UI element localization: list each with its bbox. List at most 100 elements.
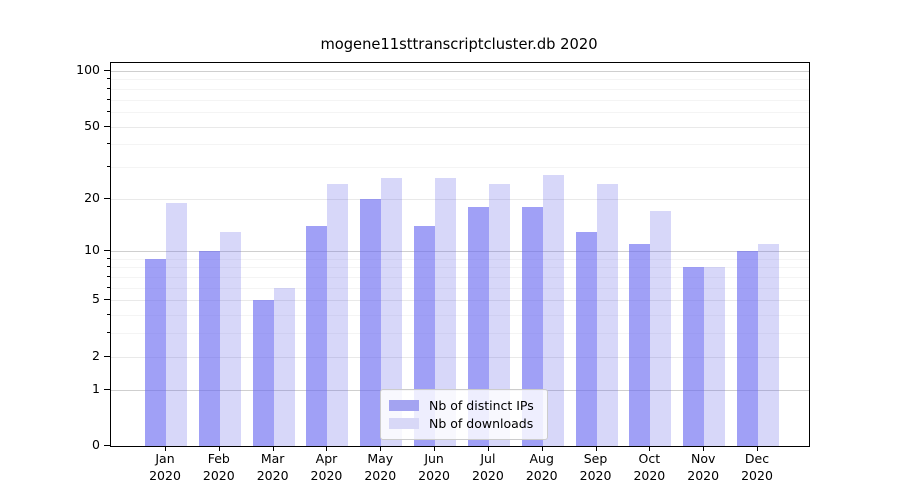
x-tick-label-jan: Jan 2020 xyxy=(149,451,181,483)
x-tick-label-may: May 2020 xyxy=(364,451,397,483)
y-tick-label-1: 1 xyxy=(92,380,100,396)
y-tick-label-50: 50 xyxy=(84,117,100,133)
legend-label-nb-of-distinct-ips: Nb of distinct IPs xyxy=(429,398,534,413)
bar-nb-of-downloads-mar xyxy=(273,287,295,446)
gridline-2 xyxy=(111,356,809,358)
y-tick-minor-4 xyxy=(107,314,110,316)
x-tick-jan xyxy=(165,446,166,451)
gridline-50 xyxy=(111,126,809,128)
y-tick-20 xyxy=(104,197,110,199)
y-tick-minor-70 xyxy=(107,98,110,100)
y-tick-minor-30 xyxy=(107,165,110,167)
bar-nb-of-downloads-jan xyxy=(166,202,187,446)
x-tick-label-apr: Apr 2020 xyxy=(310,451,343,483)
x-tick-mar xyxy=(272,446,274,451)
bar-nb-of-downloads-sep xyxy=(596,184,618,446)
gridline-minor-70 xyxy=(111,99,809,101)
bar-nb-of-downloads-dec xyxy=(758,244,779,446)
y-tick-minor-40 xyxy=(107,143,110,145)
y-tick-minor-3 xyxy=(107,332,110,334)
legend: Nb of distinct IPs Nb of downloads xyxy=(380,389,548,440)
bar-nb-of-downloads-apr xyxy=(327,184,349,446)
bar-nb-of-distinct-ips-jan xyxy=(145,258,166,446)
x-tick-label-feb: Feb 2020 xyxy=(202,451,235,483)
bar-nb-of-downloads-feb xyxy=(219,231,241,446)
y-tick-label-100: 100 xyxy=(76,62,100,77)
y-tick-label-5: 5 xyxy=(92,291,100,307)
y-tick-label-0: 0 xyxy=(92,437,100,452)
bar-nb-of-distinct-ips-sep xyxy=(575,231,597,446)
bar-nb-of-distinct-ips-dec xyxy=(737,251,758,446)
y-tick-50 xyxy=(104,125,110,127)
x-tick-dec xyxy=(757,446,758,451)
bar-nb-of-distinct-ips-apr xyxy=(306,225,328,446)
gridline-minor-8 xyxy=(111,267,809,269)
x-tick-label-oct: Oct 2020 xyxy=(633,451,666,483)
bar-nb-of-distinct-ips-may xyxy=(360,198,382,446)
x-tick-may xyxy=(380,446,382,451)
gridline-minor-7 xyxy=(111,277,809,279)
bar-nb-of-downloads-may xyxy=(381,178,403,446)
gridline-minor-3 xyxy=(111,333,809,335)
y-tick-label-20: 20 xyxy=(84,189,100,205)
legend-swatch-nb-of-distinct-ips xyxy=(389,400,419,411)
bar-nb-of-distinct-ips-mar xyxy=(252,300,274,446)
y-tick-0 xyxy=(104,445,110,446)
y-tick-minor-60 xyxy=(107,110,110,112)
bar-nb-of-distinct-ips-nov xyxy=(683,267,705,446)
y-tick-minor-80 xyxy=(107,87,110,89)
x-tick-label-nov: Nov 2020 xyxy=(687,451,720,483)
x-tick-label-dec: Dec 2020 xyxy=(741,451,773,483)
gridline-20 xyxy=(111,198,809,200)
y-tick-10 xyxy=(104,250,110,252)
bar-nb-of-distinct-ips-aug xyxy=(521,206,543,446)
gridline-minor-30 xyxy=(111,166,809,168)
y-tick-100 xyxy=(104,70,110,71)
y-tick-2 xyxy=(104,355,110,357)
x-tick-apr xyxy=(326,446,328,451)
legend-row-nb-of-distinct-ips: Nb of distinct IPs xyxy=(389,397,539,414)
bar-nb-of-downloads-nov xyxy=(704,267,726,446)
gridline-5 xyxy=(111,300,809,302)
gridline-10 xyxy=(111,251,809,253)
y-tick-label-2: 2 xyxy=(92,347,100,363)
y-tick-minor-9 xyxy=(107,257,110,259)
x-tick-feb xyxy=(218,446,220,451)
legend-label-nb-of-downloads: Nb of downloads xyxy=(429,416,534,431)
legend-row-nb-of-downloads: Nb of downloads xyxy=(389,415,539,432)
bar-nb-of-distinct-ips-oct xyxy=(629,244,651,446)
y-tick-5 xyxy=(104,299,110,301)
gridline-minor-40 xyxy=(111,144,809,146)
gridline-100 xyxy=(111,71,809,72)
bar-nb-of-downloads-jul xyxy=(488,184,510,446)
x-tick-oct xyxy=(649,446,651,451)
y-tick-minor-90 xyxy=(107,78,110,80)
gridline-minor-80 xyxy=(111,88,809,90)
x-tick-jul xyxy=(487,446,489,451)
bar-nb-of-downloads-aug xyxy=(542,175,564,446)
gridline-minor-6 xyxy=(111,287,809,289)
x-tick-label-jun: Jun 2020 xyxy=(418,451,450,483)
x-tick-label-mar: Mar 2020 xyxy=(256,451,289,483)
gridline-minor-4 xyxy=(111,315,809,317)
y-tick-minor-8 xyxy=(107,266,110,268)
x-tick-nov xyxy=(703,446,705,451)
bar-nb-of-downloads-jun xyxy=(435,178,457,446)
bar-nb-of-downloads-oct xyxy=(650,211,672,446)
legend-swatch-nb-of-downloads xyxy=(389,418,419,429)
x-tick-label-sep: Sep 2020 xyxy=(579,451,612,483)
y-tick-minor-6 xyxy=(107,286,110,288)
x-tick-jun xyxy=(434,446,436,451)
x-tick-label-jul: Jul 2020 xyxy=(472,451,504,483)
chart-title: mogene11sttranscriptcluster.db 2020 xyxy=(320,36,598,53)
x-tick-aug xyxy=(541,446,543,451)
y-tick-minor-7 xyxy=(107,276,110,278)
x-tick-sep xyxy=(595,446,597,451)
bar-nb-of-distinct-ips-jul xyxy=(467,206,489,446)
gridline-minor-9 xyxy=(111,258,809,260)
y-tick-1 xyxy=(104,388,110,390)
gridline-minor-90 xyxy=(111,79,809,81)
plot-area xyxy=(110,62,810,447)
bar-nb-of-distinct-ips-feb xyxy=(198,251,220,446)
